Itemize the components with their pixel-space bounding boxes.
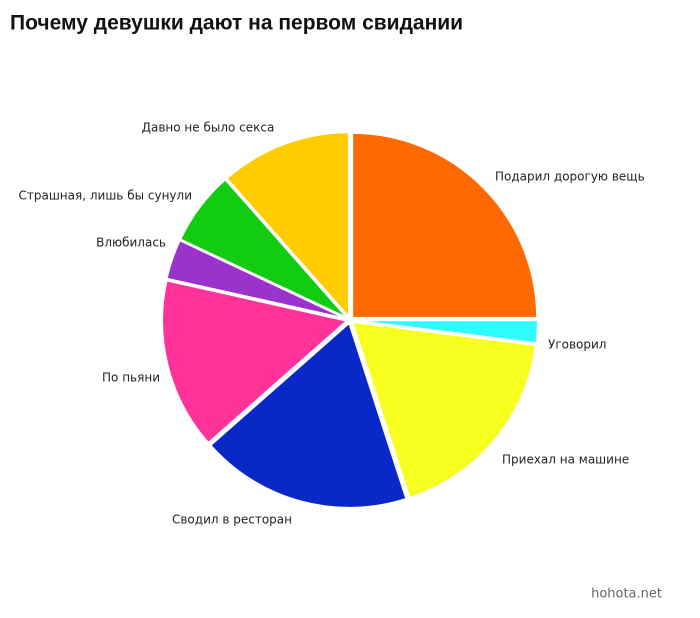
slice-label: Влюбилась — [96, 236, 166, 250]
slice-label: Приехал на машине — [502, 453, 629, 467]
pie-slice — [352, 319, 539, 345]
pie-slice — [225, 131, 350, 320]
slice-label: По пьяни — [102, 371, 160, 385]
slice-label: Давно не было секса — [142, 121, 275, 135]
slice-label: Уговорил — [548, 338, 606, 352]
pie-slice — [351, 131, 539, 319]
pie-slice — [178, 178, 349, 320]
chart-title: Почему девушки дают на первом свидании — [10, 12, 463, 35]
pie-slice — [161, 279, 350, 445]
slice-label: Сводил в ресторан — [172, 513, 292, 527]
watermark: hohota.net — [591, 587, 662, 602]
slice-label: Страшная, лишь бы сунули — [18, 189, 192, 203]
pie-slice — [350, 320, 537, 500]
pie-slice — [209, 321, 408, 509]
slice-label: Подарил дорогую вещь — [495, 170, 645, 184]
